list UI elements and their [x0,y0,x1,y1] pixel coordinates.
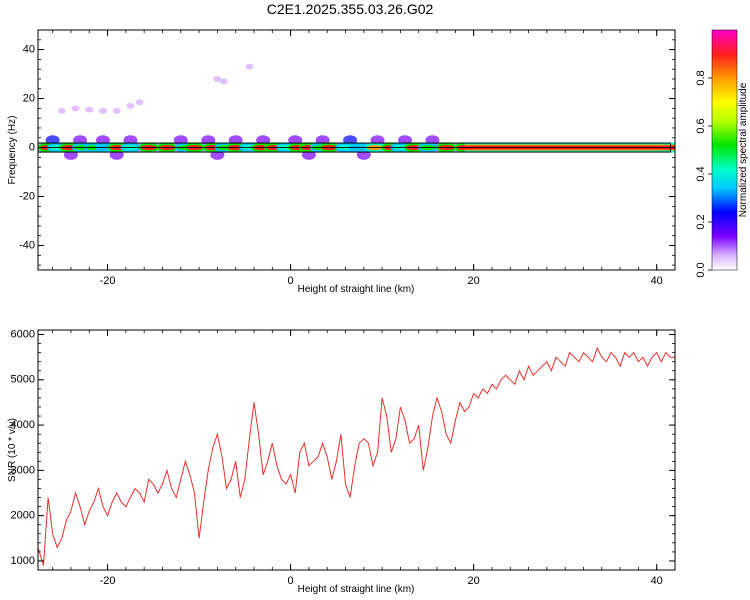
plot-area-background [38,330,675,570]
y-tick-label: -20 [19,190,35,202]
y-tick-label: 5000 [11,374,35,386]
colorbar-tick-label: 0.8 [695,70,707,85]
heatmap-cell [98,107,107,114]
heatmap-cell [57,107,66,114]
y-tick-label: 3000 [11,464,35,476]
heatmap-cell [112,107,121,114]
colorbar-frame [711,29,738,271]
x-tick-label: 20 [468,275,480,287]
x-axis-ticks: -20 0 20 40 [52,330,676,587]
y-axis-ticks: -40 -20 0 20 40 [19,29,675,266]
x-tick-label: 40 [651,575,663,587]
colorbar-tick-label: 0.2 [695,214,707,229]
y-axis-label: Frequency (Hz) [7,116,18,185]
colorbar-tick-label: 0.6 [695,118,707,133]
x-axis-label: Height of straight line (km) [298,284,415,295]
x-axis-label: Height of straight line (km) [298,584,415,595]
y-tick-label: 0 [29,141,35,153]
x-tick-label: -20 [100,275,116,287]
colorbar-gradient [712,30,737,270]
y-tick-label: 2000 [11,510,35,522]
heatmap-cell [135,99,144,106]
y-tick-label: 1000 [11,555,35,567]
plot-area-frame [37,329,676,571]
plot-area-frame [37,29,676,271]
snr-panel: -20 0 20 40 1000 2000 3000 4000 5000 6000 Height… [7,328,676,595]
colorbar: 0.0 0.2 0.4 0.6 0.8 Normalized spectral ampl… [695,29,749,278]
colorbar-ticks: 0.0 0.2 0.4 0.6 0.8 [695,70,712,278]
heatmap-cell [219,78,228,85]
colorbar-label: Normalized spectral amplitude [738,82,749,217]
heatmap-marks [38,63,675,160]
colorbar-tick-label: 0.4 [695,166,707,181]
y-tick-label: -40 [19,239,35,251]
colorbar-tick-label: 0.0 [695,262,707,277]
heatmap-cell [71,105,80,112]
heatmap-cell [245,63,254,70]
y-tick-label: 40 [23,43,35,55]
heatmap-cell [213,75,222,82]
spectrogram-panel: -20 0 20 40 -40 -20 0 20 40 Height of straight … [7,29,676,295]
y-axis-ticks: 1000 2000 3000 4000 5000 6000 [11,328,675,571]
y-tick-label: 4000 [11,419,35,431]
y-axis-label: SNR (10 * v/v) [7,418,18,482]
figure-title: C2E1.2025.355.03.26.G02 [267,1,434,17]
x-tick-label: 40 [651,275,663,287]
x-axis-ticks: -20 0 20 40 [52,30,676,287]
y-tick-label: 20 [23,92,35,104]
y-tick-label: 6000 [11,328,35,340]
heatmap-cell [85,106,94,113]
snr-series-line [38,346,675,566]
x-tick-label: 0 [288,275,294,287]
x-tick-label: -20 [100,575,116,587]
x-tick-label: 20 [468,575,480,587]
heatmap-cell [126,102,135,109]
x-tick-label: 0 [288,575,294,587]
